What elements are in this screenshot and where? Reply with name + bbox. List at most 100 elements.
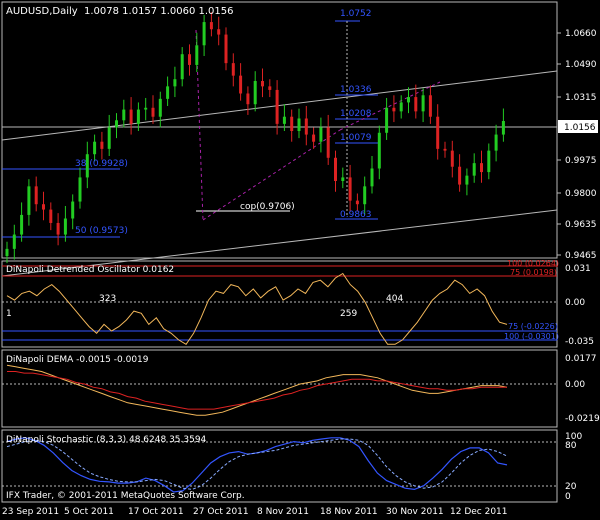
time-axis: 23 Sep 2011 5 Oct 2011 17 Oct 2011 27 Oc… xyxy=(2,507,508,517)
dema-tick-label: -0.0219 xyxy=(565,414,600,424)
stochastic-d-line xyxy=(6,438,508,490)
osc-tick-label: 0.031 xyxy=(565,264,591,274)
stoch-tick-label: 20 xyxy=(565,482,577,492)
candle-body xyxy=(472,163,476,176)
candle-body xyxy=(71,201,75,219)
candle-body xyxy=(370,168,374,187)
dema-slow-line xyxy=(7,371,507,410)
candle-body xyxy=(355,200,359,205)
time-tick-label: 12 Dec 2011 xyxy=(450,507,508,517)
price-tick-label: 0.9975 xyxy=(565,156,597,166)
price-tick-label: 1.0490 xyxy=(565,60,597,70)
candle-body xyxy=(428,95,432,117)
time-tick-label: 8 Nov 2011 xyxy=(257,507,309,517)
candle-body xyxy=(180,54,184,80)
stochastic-panel-frame xyxy=(1,429,558,503)
candle-body xyxy=(34,186,38,205)
price-tick-label: 0.9800 xyxy=(565,189,597,199)
price-y-axis: 1.0660 1.0490 1.0315 1.0156 0.9975 0.980… xyxy=(557,29,598,261)
price-panel-frame xyxy=(1,1,558,259)
candle-body xyxy=(348,177,352,201)
candle-body xyxy=(465,175,469,185)
time-tick-label: 23 Sep 2011 xyxy=(2,507,59,517)
candle-body xyxy=(231,63,235,76)
fib-label-4: 1.0079 xyxy=(340,133,372,143)
osc-upper-100-label: 100 (0.0264) xyxy=(507,259,559,268)
candle-body xyxy=(341,177,345,181)
osc-lower-75-label: 75 (-0.0226) xyxy=(508,322,558,331)
osc-annotation: 404 xyxy=(386,294,403,304)
dema-fast-line xyxy=(6,364,508,416)
candle-body xyxy=(78,177,82,202)
candle-body xyxy=(334,157,337,181)
candle-body xyxy=(166,86,170,99)
candle-body xyxy=(326,127,330,158)
candle-body xyxy=(173,79,177,87)
current-price-badge xyxy=(558,120,598,133)
candle-body xyxy=(85,154,89,178)
candle-body xyxy=(20,214,24,235)
candle-body xyxy=(144,107,148,110)
retracement-38-label: 38 (0.9928) xyxy=(75,159,128,169)
osc-tick-label: -0.035 xyxy=(565,337,594,347)
candle-body xyxy=(239,75,243,94)
candle-body xyxy=(436,116,440,149)
candle-body xyxy=(129,109,133,124)
dema-tick-label: 0.00 xyxy=(565,380,585,390)
candle-body xyxy=(304,118,308,135)
candle-body xyxy=(450,150,454,167)
oscillator-series-line xyxy=(6,272,508,345)
time-tick-label: 30 Nov 2011 xyxy=(386,507,444,517)
candle-body xyxy=(487,150,491,173)
time-tick-label: 18 Nov 2011 xyxy=(320,507,378,517)
fib-label-5: 0.9863 xyxy=(340,210,372,220)
price-tick-label: 1.0660 xyxy=(565,29,597,39)
stoch-tick-label: 100 xyxy=(565,432,582,442)
price-title: AUDUSD,Daily xyxy=(6,6,78,17)
candle-body xyxy=(377,132,381,169)
candle-body xyxy=(501,121,505,135)
osc-annotation: 1 xyxy=(6,309,12,319)
candle-body xyxy=(122,109,126,121)
watermark: IFX Trader, © 2001-2011 MetaQuotes Softw… xyxy=(6,491,245,501)
candle-body xyxy=(319,127,323,142)
stoch-tick-label: 0 xyxy=(565,492,571,502)
candle-body xyxy=(282,116,286,124)
candle-body xyxy=(42,204,45,210)
candle-body xyxy=(458,166,462,185)
osc-annotation: 259 xyxy=(340,309,357,319)
dema-title: DiNapoli DEMA -0.0015 -0.0019 xyxy=(6,355,149,365)
candle-body xyxy=(312,134,316,142)
candle-body xyxy=(188,54,191,65)
cop-label: cop(0.9706) xyxy=(240,202,295,212)
oscillator-overlays xyxy=(2,265,557,341)
candle-body xyxy=(136,109,140,124)
oscillator-panel-frame xyxy=(1,260,558,348)
dema-tick-label: 0.0177 xyxy=(565,354,597,364)
candle-body xyxy=(480,163,483,173)
candle-body xyxy=(494,134,498,151)
time-tick-label: 5 Oct 2011 xyxy=(64,507,114,517)
stochastic-k-line xyxy=(6,437,508,493)
candle-body xyxy=(115,120,118,128)
candle-body xyxy=(107,127,111,149)
candle-body xyxy=(27,186,31,215)
candle-body xyxy=(151,107,155,117)
stochastic-title: DiNapoli Stochastic (8,3,3) 48.6248 35.3… xyxy=(6,435,207,445)
time-tick-label: 27 Oct 2011 xyxy=(193,507,249,517)
candle-body xyxy=(5,248,9,256)
candle-body xyxy=(253,81,257,105)
candle-body xyxy=(275,89,279,124)
candle-body xyxy=(195,45,199,65)
fib-label-3: 1.0208 xyxy=(340,109,372,119)
upper-channel-line xyxy=(1,70,558,141)
candle-body xyxy=(399,102,403,112)
dema-panel-frame xyxy=(1,349,558,428)
osc-tick-label: 0.00 xyxy=(565,298,585,308)
candle-body xyxy=(202,22,206,46)
price-tick-label: 0.9465 xyxy=(565,251,597,261)
candle-body xyxy=(363,186,367,205)
candle-body xyxy=(209,22,213,30)
candle-body xyxy=(392,107,396,112)
